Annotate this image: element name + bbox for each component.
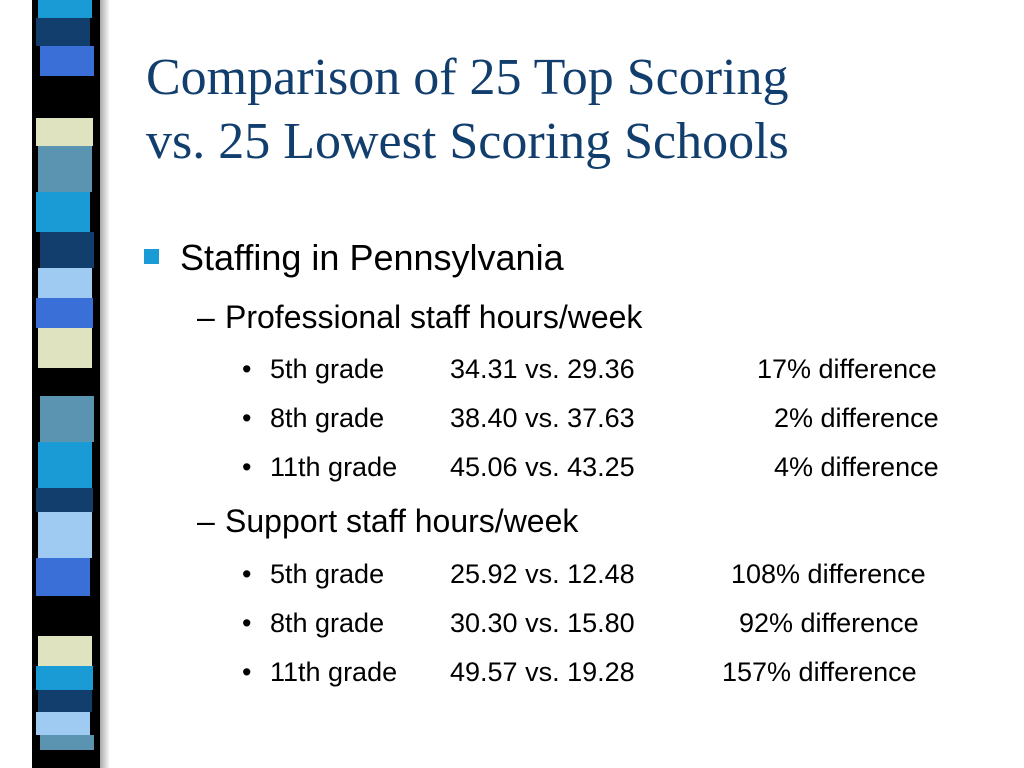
stripe-segment — [36, 192, 90, 232]
comparison-value: 45.06 vs. 43.25 — [450, 452, 635, 482]
stripe-segment — [38, 328, 92, 368]
stripe-segment — [40, 735, 94, 750]
difference-value: 157% difference — [722, 657, 917, 687]
square-bullet-icon — [144, 249, 159, 264]
dot-bullet: • — [242, 452, 252, 482]
dot-bullet: • — [242, 608, 252, 638]
stripe-segment — [38, 512, 92, 558]
grade-label: 5th grade — [270, 559, 385, 589]
slide-title: Comparison of 25 Top Scoring vs. 25 Lowe… — [146, 46, 1006, 174]
stripe-segment — [36, 666, 93, 690]
stripe-segment — [38, 146, 92, 192]
dot-bullet: • — [242, 559, 252, 589]
difference-value: 17% difference — [757, 354, 937, 384]
stripe-segment — [40, 46, 94, 76]
stripe-segment — [38, 0, 92, 18]
subheading-text: Professional staff hours/week — [225, 299, 643, 335]
stripe-segment — [38, 636, 92, 666]
stripe-segment — [40, 232, 94, 268]
comparison-value: 38.40 vs. 37.63 — [450, 403, 635, 433]
dot-bullet: • — [242, 657, 252, 687]
stripe-column — [32, 0, 100, 768]
comparison-value: 49.57 vs. 19.28 — [450, 657, 635, 687]
stripe-segment — [40, 396, 94, 442]
stripe-segment — [36, 488, 93, 512]
grade-label: 8th grade — [270, 608, 385, 638]
stripe-segment — [36, 18, 90, 46]
comparison-value: 34.31 vs. 29.36 — [450, 354, 635, 384]
comparison-value: 30.30 vs. 15.80 — [450, 608, 635, 638]
stripe-segment — [40, 596, 94, 636]
stripe-segment — [36, 368, 90, 396]
bullet-text: Staffing in Pennsylvania — [180, 237, 564, 278]
stripe-segment — [38, 750, 92, 768]
grade-label: 5th grade — [270, 354, 385, 384]
stripe-shadow — [100, 0, 110, 768]
difference-value: 4% difference — [774, 452, 939, 482]
stripe-segment — [38, 76, 92, 118]
subheading-text: Support staff hours/week — [225, 503, 579, 539]
stripe-segment — [36, 118, 93, 146]
stripe-segment — [38, 268, 92, 298]
grade-label: 11th grade — [270, 452, 398, 482]
grade-label: 8th grade — [270, 403, 385, 433]
stripe-segment — [36, 558, 90, 596]
dash-bullet: – — [197, 299, 215, 335]
difference-value: 2% difference — [774, 403, 939, 433]
stripe-segment — [36, 712, 90, 735]
dot-bullet: • — [242, 354, 252, 384]
title-line-2: vs. 25 Lowest Scoring Schools — [146, 113, 789, 170]
difference-value: 108% difference — [731, 559, 926, 589]
grade-label: 11th grade — [270, 657, 398, 687]
dot-bullet: • — [242, 403, 252, 433]
stripe-segment — [38, 690, 92, 712]
dash-bullet: – — [197, 503, 215, 539]
stripe-segment — [36, 298, 93, 328]
comparison-value: 25.92 vs. 12.48 — [450, 559, 635, 589]
stripe-segment — [38, 442, 92, 488]
title-line-1: Comparison of 25 Top Scoring — [146, 49, 789, 106]
difference-value: 92% difference — [739, 608, 919, 638]
